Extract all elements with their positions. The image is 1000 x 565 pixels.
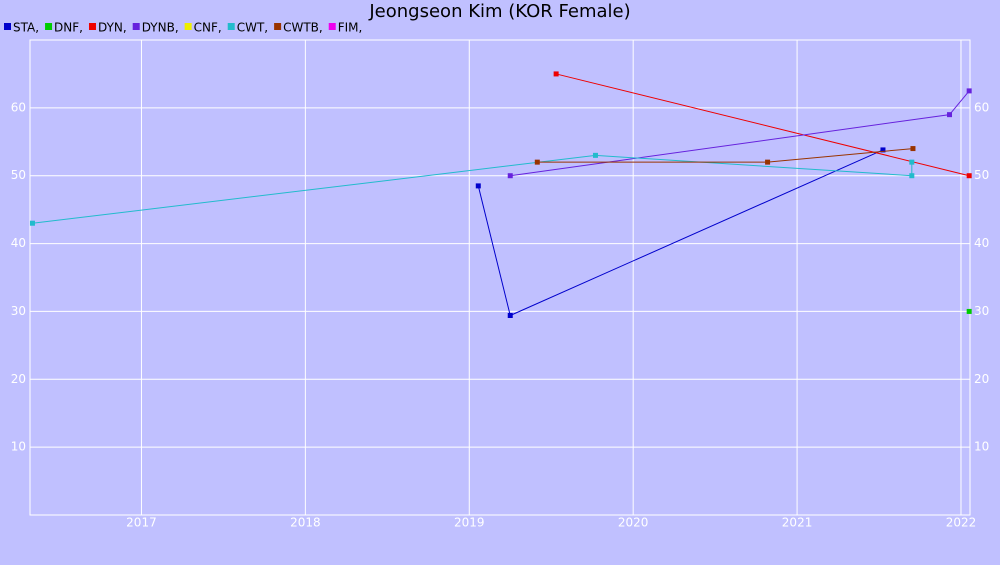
legend-label: STA, [13, 21, 39, 35]
legend-label: CNF, [194, 21, 222, 35]
point [966, 173, 972, 179]
plot-area [29, 39, 971, 516]
point [507, 173, 513, 179]
series-line [32, 154, 913, 224]
y-tick-label-right: 10 [974, 440, 989, 454]
point [947, 112, 953, 118]
legend-label: DYNB, [142, 21, 179, 35]
point [553, 71, 559, 77]
legend-swatch [274, 23, 282, 30]
series-line [556, 73, 970, 177]
x-tick-label: 2019 [454, 516, 485, 530]
point [909, 159, 915, 165]
x-tick-label: 2017 [126, 516, 157, 530]
legend-swatch [227, 23, 235, 30]
y-tick-label-right: 40 [974, 236, 989, 250]
legend-swatch [45, 23, 53, 30]
legend-label: CWTB, [283, 21, 323, 35]
y-tick-label-right: 60 [974, 100, 989, 114]
point [592, 152, 598, 158]
y-tick-label: 10 [11, 440, 26, 454]
legend-swatch [184, 23, 192, 30]
y-tick-label-right: 20 [974, 372, 989, 386]
legend-label: CWT, [237, 21, 268, 35]
point [966, 88, 972, 94]
legend-swatch [88, 23, 96, 30]
y-tick-label: 50 [11, 168, 26, 182]
point [909, 173, 915, 179]
point [880, 147, 886, 153]
legend-label: DNF, [54, 21, 83, 35]
point [534, 159, 540, 165]
y-tick-label: 20 [11, 372, 26, 386]
legend-label: DYN, [98, 21, 127, 35]
y-tick-label-right: 50 [974, 168, 989, 182]
y-tick-label-right: 30 [974, 304, 989, 318]
y-tick-label: 30 [11, 304, 26, 318]
point [475, 183, 481, 189]
point [29, 220, 35, 226]
x-tick-label: 2021 [782, 516, 813, 530]
x-tick-label: 2020 [618, 516, 649, 530]
point [966, 308, 972, 314]
point [765, 159, 771, 165]
chart-title: Jeongseon Kim (KOR Female) [368, 1, 630, 22]
y-tick-label: 40 [11, 236, 26, 250]
legend-swatch [132, 23, 140, 30]
legend-swatch [328, 23, 336, 30]
x-tick-label: 2022 [946, 516, 977, 530]
x-tick-label: 2018 [290, 516, 321, 530]
point [910, 146, 916, 152]
y-tick-label: 60 [11, 100, 26, 114]
legend-swatch [4, 23, 11, 30]
point [507, 313, 513, 318]
legend-label: FIM, [338, 21, 363, 35]
